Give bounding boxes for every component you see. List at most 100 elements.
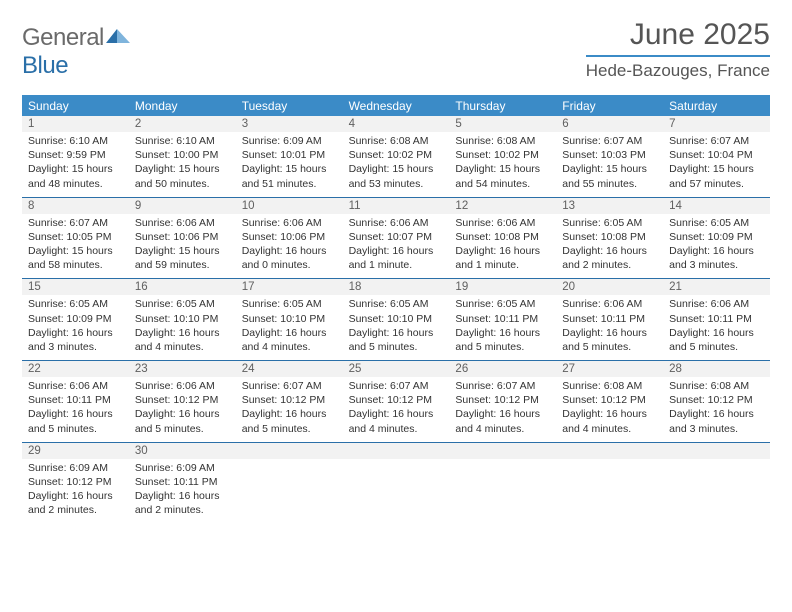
day-number: 5	[449, 116, 556, 132]
day-number: 27	[556, 361, 663, 377]
sunset-text: Sunset: 10:12 PM	[28, 475, 123, 489]
day-number: 25	[343, 361, 450, 377]
sunrise-text: Sunrise: 6:05 AM	[455, 297, 550, 311]
daylight-text: Daylight: 15 hours and 53 minutes.	[349, 162, 444, 190]
daylight-text: Daylight: 16 hours and 4 minutes.	[135, 326, 230, 354]
daylight-text: Daylight: 15 hours and 50 minutes.	[135, 162, 230, 190]
sunrise-text: Sunrise: 6:06 AM	[669, 297, 764, 311]
sunset-text: Sunset: 10:06 PM	[135, 230, 230, 244]
day-body: Sunrise: 6:06 AMSunset: 10:07 PMDaylight…	[343, 214, 450, 279]
title-block: June 2025 Hede-Bazouges, France	[586, 18, 770, 81]
sunrise-text: Sunrise: 6:05 AM	[135, 297, 230, 311]
weekday-header: Wednesday	[343, 95, 450, 116]
title-separator	[586, 55, 770, 57]
day-body: Sunrise: 6:07 AMSunset: 10:05 PMDaylight…	[22, 214, 129, 279]
sunset-text: Sunset: 10:11 PM	[135, 475, 230, 489]
day-cell	[343, 443, 450, 524]
day-body: Sunrise: 6:05 AMSunset: 10:10 PMDaylight…	[129, 295, 236, 360]
daylight-text: Daylight: 16 hours and 1 minute.	[349, 244, 444, 272]
month-title: June 2025	[586, 18, 770, 51]
day-cell: 6Sunrise: 6:07 AMSunset: 10:03 PMDayligh…	[556, 116, 663, 197]
sunset-text: Sunset: 10:01 PM	[242, 148, 337, 162]
daylight-text: Daylight: 15 hours and 59 minutes.	[135, 244, 230, 272]
day-number: 13	[556, 198, 663, 214]
weekday-header-row: SundayMondayTuesdayWednesdayThursdayFrid…	[22, 95, 770, 116]
day-number: 19	[449, 279, 556, 295]
sunrise-text: Sunrise: 6:08 AM	[562, 379, 657, 393]
calendar-grid: SundayMondayTuesdayWednesdayThursdayFrid…	[22, 95, 770, 523]
day-cell: 29Sunrise: 6:09 AMSunset: 10:12 PMDaylig…	[22, 443, 129, 524]
day-number: 14	[663, 198, 770, 214]
sunset-text: Sunset: 10:10 PM	[242, 312, 337, 326]
day-body: Sunrise: 6:06 AMSunset: 10:06 PMDaylight…	[129, 214, 236, 279]
sunrise-text: Sunrise: 6:05 AM	[562, 216, 657, 230]
day-cell: 28Sunrise: 6:08 AMSunset: 10:12 PMDaylig…	[663, 361, 770, 442]
day-body: Sunrise: 6:05 AMSunset: 10:09 PMDaylight…	[663, 214, 770, 279]
sunrise-text: Sunrise: 6:07 AM	[455, 379, 550, 393]
day-body: Sunrise: 6:05 AMSunset: 10:10 PMDaylight…	[343, 295, 450, 360]
sunrise-text: Sunrise: 6:07 AM	[242, 379, 337, 393]
day-body	[236, 459, 343, 517]
logo-word-2: Blue	[22, 52, 68, 79]
sunset-text: Sunset: 10:05 PM	[28, 230, 123, 244]
day-cell	[556, 443, 663, 524]
day-body	[556, 459, 663, 517]
day-number: 29	[22, 443, 129, 459]
sunrise-text: Sunrise: 6:09 AM	[28, 461, 123, 475]
day-body: Sunrise: 6:06 AMSunset: 10:06 PMDaylight…	[236, 214, 343, 279]
daylight-text: Daylight: 16 hours and 2 minutes.	[562, 244, 657, 272]
sunrise-text: Sunrise: 6:09 AM	[135, 461, 230, 475]
sunset-text: Sunset: 9:59 PM	[28, 148, 123, 162]
day-number: 9	[129, 198, 236, 214]
day-cell: 1Sunrise: 6:10 AMSunset: 9:59 PMDaylight…	[22, 116, 129, 197]
day-number: 8	[22, 198, 129, 214]
week-row: 1Sunrise: 6:10 AMSunset: 9:59 PMDaylight…	[22, 116, 770, 198]
day-number: 7	[663, 116, 770, 132]
daylight-text: Daylight: 16 hours and 5 minutes.	[455, 326, 550, 354]
day-cell: 26Sunrise: 6:07 AMSunset: 10:12 PMDaylig…	[449, 361, 556, 442]
day-body: Sunrise: 6:05 AMSunset: 10:09 PMDaylight…	[22, 295, 129, 360]
day-cell: 10Sunrise: 6:06 AMSunset: 10:06 PMDaylig…	[236, 198, 343, 279]
sunrise-text: Sunrise: 6:06 AM	[28, 379, 123, 393]
sunset-text: Sunset: 10:00 PM	[135, 148, 230, 162]
day-cell	[449, 443, 556, 524]
sunrise-text: Sunrise: 6:06 AM	[135, 216, 230, 230]
sunset-text: Sunset: 10:06 PM	[242, 230, 337, 244]
sunset-text: Sunset: 10:10 PM	[135, 312, 230, 326]
sunset-text: Sunset: 10:08 PM	[455, 230, 550, 244]
day-body: Sunrise: 6:05 AMSunset: 10:11 PMDaylight…	[449, 295, 556, 360]
day-number: 22	[22, 361, 129, 377]
daylight-text: Daylight: 16 hours and 5 minutes.	[669, 326, 764, 354]
header-row: General Blue June 2025 Hede-Bazouges, Fr…	[22, 18, 770, 81]
day-cell: 5Sunrise: 6:08 AMSunset: 10:02 PMDayligh…	[449, 116, 556, 197]
day-cell: 30Sunrise: 6:09 AMSunset: 10:11 PMDaylig…	[129, 443, 236, 524]
day-number	[663, 443, 770, 459]
day-body: Sunrise: 6:05 AMSunset: 10:08 PMDaylight…	[556, 214, 663, 279]
day-body	[449, 459, 556, 517]
day-number: 16	[129, 279, 236, 295]
weekday-header: Saturday	[663, 95, 770, 116]
day-number: 26	[449, 361, 556, 377]
day-body: Sunrise: 6:06 AMSunset: 10:12 PMDaylight…	[129, 377, 236, 442]
day-cell: 16Sunrise: 6:05 AMSunset: 10:10 PMDaylig…	[129, 279, 236, 360]
daylight-text: Daylight: 15 hours and 54 minutes.	[455, 162, 550, 190]
weekday-header: Sunday	[22, 95, 129, 116]
daylight-text: Daylight: 16 hours and 5 minutes.	[242, 407, 337, 435]
daylight-text: Daylight: 15 hours and 57 minutes.	[669, 162, 764, 190]
weekday-header: Tuesday	[236, 95, 343, 116]
day-cell: 22Sunrise: 6:06 AMSunset: 10:11 PMDaylig…	[22, 361, 129, 442]
day-number: 30	[129, 443, 236, 459]
sunset-text: Sunset: 10:12 PM	[349, 393, 444, 407]
sunrise-text: Sunrise: 6:07 AM	[669, 134, 764, 148]
day-number	[236, 443, 343, 459]
day-body: Sunrise: 6:08 AMSunset: 10:02 PMDaylight…	[343, 132, 450, 197]
day-body: Sunrise: 6:07 AMSunset: 10:12 PMDaylight…	[236, 377, 343, 442]
day-number: 17	[236, 279, 343, 295]
sunset-text: Sunset: 10:11 PM	[562, 312, 657, 326]
day-body: Sunrise: 6:09 AMSunset: 10:12 PMDaylight…	[22, 459, 129, 524]
day-number: 4	[343, 116, 450, 132]
sunrise-text: Sunrise: 6:08 AM	[669, 379, 764, 393]
daylight-text: Daylight: 16 hours and 5 minutes.	[562, 326, 657, 354]
day-number: 21	[663, 279, 770, 295]
weeks-container: 1Sunrise: 6:10 AMSunset: 9:59 PMDaylight…	[22, 116, 770, 523]
